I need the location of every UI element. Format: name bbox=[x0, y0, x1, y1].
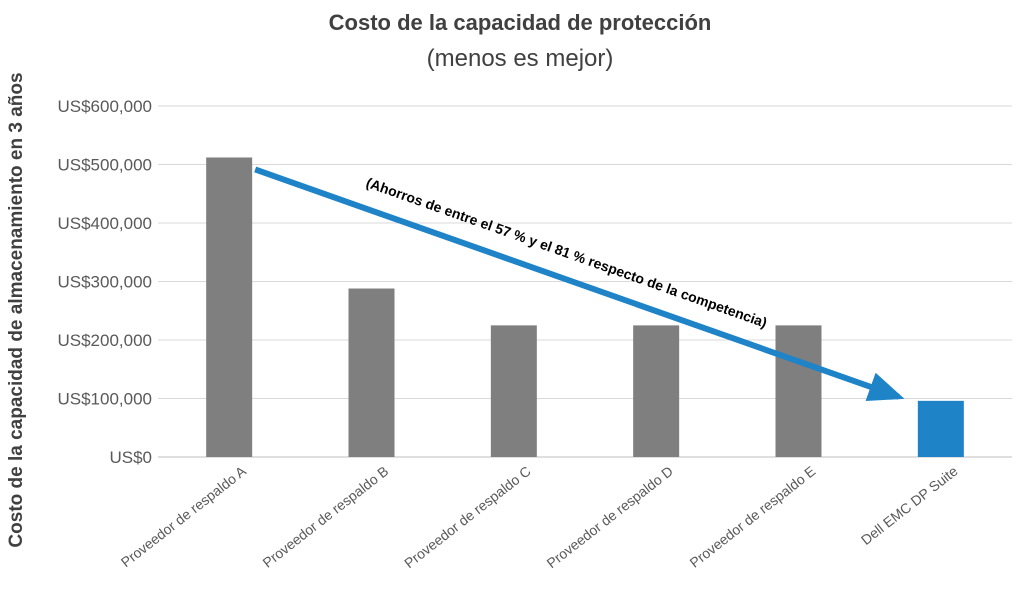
bar bbox=[633, 325, 680, 457]
chart-subtitle: (menos es mejor) bbox=[427, 45, 614, 72]
y-tick-label: US$600,000 bbox=[57, 97, 152, 116]
x-tick-label: Proveedor de respaldo D bbox=[544, 463, 677, 571]
bar bbox=[917, 400, 964, 457]
y-axis-label: Costo de la capacidad de almacenamiento … bbox=[6, 72, 27, 547]
y-tick-label: US$100,000 bbox=[57, 390, 152, 409]
x-tick-label: Dell EMC DP Suite bbox=[858, 463, 961, 548]
x-tick-label: Proveedor de respaldo B bbox=[259, 463, 391, 571]
y-tick-label: US$400,000 bbox=[57, 214, 152, 233]
bar bbox=[348, 288, 395, 457]
y-axis-ticks: US$0 US$100,000 US$200,000 US$300,000 US$400… bbox=[57, 97, 152, 467]
bar bbox=[206, 157, 253, 458]
bar bbox=[775, 325, 822, 457]
x-tick-label: Proveedor de respaldo C bbox=[401, 463, 534, 571]
bar bbox=[490, 325, 537, 457]
x-tick-label: Proveedor de respaldo E bbox=[686, 463, 818, 571]
x-axis-categories: Proveedor de respaldo A Proveedor de resp… bbox=[118, 462, 961, 571]
bars bbox=[206, 157, 964, 458]
savings-annotation: (Ahorros de entre el 57 % y el 81 % resp… bbox=[364, 174, 769, 330]
savings-arrow bbox=[254, 166, 905, 401]
y-tick-label: US$200,000 bbox=[57, 331, 152, 350]
y-tick-label: US$300,000 bbox=[57, 273, 152, 292]
y-tick-label: US$500,000 bbox=[57, 156, 152, 175]
y-tick-label: US$0 bbox=[109, 448, 152, 467]
x-tick-label: Proveedor de respaldo A bbox=[118, 462, 250, 570]
chart-title: Costo de la capacidad de protección bbox=[329, 10, 712, 35]
grid-lines bbox=[158, 105, 1012, 458]
